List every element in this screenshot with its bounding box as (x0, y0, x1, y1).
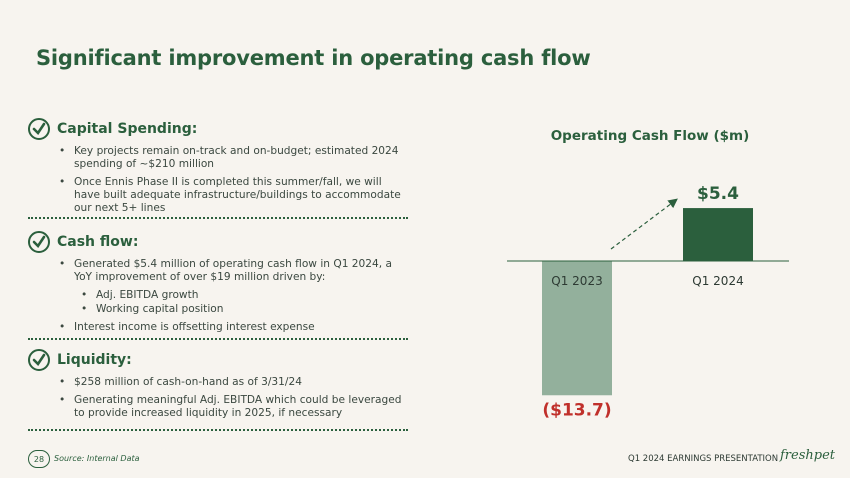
capital-spending-section: Capital Spending: Key projects remain on… (28, 115, 408, 220)
checkmark-icon (28, 231, 50, 253)
bullet-item: Once Ennis Phase II is completed this su… (59, 176, 408, 215)
section-title: Cash flow: (57, 234, 139, 250)
bar-group: Q1 2023 ($13.7) Q1 2024 $5.4 (542, 184, 753, 420)
source-note: Source: Internal Data (54, 454, 140, 463)
chart-title: Operating Cash Flow ($m) (550, 128, 750, 144)
category-label: Q1 2024 (692, 274, 743, 288)
bar-q1-2023 (542, 261, 612, 396)
section-header: Liquidity: (28, 346, 408, 374)
checkmark-icon (28, 349, 50, 371)
bullet-item: Key projects remain on-track and on-budg… (59, 145, 408, 171)
data-label: $5.4 (697, 184, 739, 204)
section-title: Capital Spending: (57, 121, 198, 137)
bullet-text: Generated $5.4 million of operating cash… (74, 258, 392, 283)
trend-arrow (610, 198, 678, 250)
operating-cash-flow-chart: Q1 2023 ($13.7) Q1 2024 $5.4 (507, 184, 789, 420)
data-label: ($13.7) (542, 400, 611, 420)
section-header: Cash flow: (28, 228, 408, 256)
checkmark-icon (28, 118, 50, 140)
sub-bullet-item: Adj. EBITDA growth (81, 289, 408, 302)
presentation-label: Q1 2024 EARNINGS PRESENTATION (628, 454, 779, 464)
bar-q1-2024 (683, 208, 753, 261)
cash-flow-section: Cash flow: Generated $5.4 million of ope… (28, 228, 408, 339)
section-divider (28, 429, 408, 431)
category-label: Q1 2023 (551, 274, 602, 288)
bullet-item: Generated $5.4 million of operating cash… (59, 258, 408, 316)
bullet-item: Interest income is offsetting interest e… (59, 321, 408, 334)
section-divider (28, 217, 408, 219)
freshpet-logo: freshpet (780, 448, 836, 463)
page-number: 28 (28, 450, 50, 468)
section-title: Liquidity: (57, 352, 132, 368)
section-divider (28, 338, 408, 340)
bullet-item: Generating meaningful Adj. EBITDA which … (59, 394, 408, 420)
liquidity-section: Liquidity: $258 million of cash-on-hand … (28, 346, 408, 425)
slide-title: Significant improvement in operating cas… (36, 46, 591, 70)
sub-bullet-item: Working capital position (81, 303, 408, 316)
bullet-item: $258 million of cash-on-hand as of 3/31/… (59, 376, 408, 389)
section-header: Capital Spending: (28, 115, 408, 143)
